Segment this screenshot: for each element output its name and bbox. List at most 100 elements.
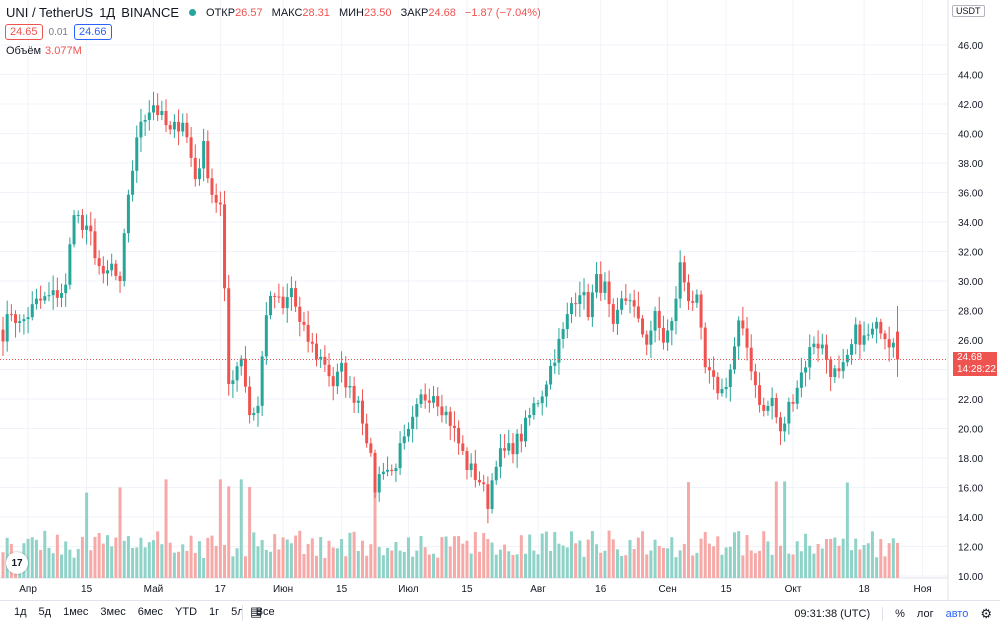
candle-body bbox=[394, 468, 398, 472]
volume-bar bbox=[60, 554, 64, 578]
candle-body bbox=[306, 324, 310, 342]
candle-body bbox=[565, 314, 569, 330]
candle-body bbox=[181, 122, 185, 132]
price-chart[interactable]: 10.0012.0014.0016.0018.0020.0022.0024.00… bbox=[0, 0, 1000, 600]
volume-bar bbox=[72, 557, 76, 578]
volume-bar bbox=[118, 487, 122, 578]
volume-bar bbox=[691, 555, 695, 578]
candle-body bbox=[549, 365, 553, 385]
x-tick-label: Сен bbox=[658, 584, 676, 595]
candle-body bbox=[177, 121, 181, 132]
candle-body bbox=[310, 341, 314, 344]
candle-body bbox=[787, 401, 791, 424]
candle-body bbox=[837, 368, 841, 372]
range-1y-button[interactable]: 1г bbox=[209, 606, 220, 618]
volume-bar bbox=[390, 550, 394, 578]
volume-bar bbox=[369, 544, 373, 578]
candle-body bbox=[164, 111, 168, 126]
candle-body bbox=[707, 367, 711, 371]
tradingview-logo-icon[interactable]: 17 bbox=[6, 552, 28, 574]
candle-body bbox=[753, 371, 757, 386]
volume-bar bbox=[854, 538, 858, 578]
candle-body bbox=[695, 294, 699, 303]
candle-body bbox=[352, 385, 356, 403]
candle-body bbox=[891, 342, 895, 348]
range-1d-button[interactable]: 1д bbox=[14, 606, 27, 618]
candle-body bbox=[524, 417, 527, 442]
volume-bar bbox=[540, 533, 544, 578]
range-ytd-button[interactable]: YTD bbox=[175, 606, 198, 618]
volume-bar bbox=[482, 533, 486, 578]
candle-body bbox=[139, 121, 143, 138]
candle-body bbox=[151, 105, 155, 113]
volume-bar bbox=[611, 539, 615, 578]
candle-body bbox=[206, 141, 210, 179]
range-5y-button[interactable]: 5л bbox=[231, 606, 244, 618]
y-tick-label: 14.00 bbox=[958, 513, 983, 524]
candle-body bbox=[260, 356, 264, 406]
volume-bar bbox=[30, 537, 34, 578]
candle-body bbox=[415, 404, 419, 417]
candle-body bbox=[143, 119, 147, 122]
range-5d-button[interactable]: 5д bbox=[38, 606, 52, 618]
volume-bar bbox=[377, 546, 381, 578]
candle-body bbox=[55, 290, 59, 298]
candle-body bbox=[578, 295, 582, 305]
candle-body bbox=[235, 366, 239, 381]
volume-value: 3.077M bbox=[45, 45, 82, 57]
percent-scale-button[interactable]: % bbox=[895, 608, 905, 620]
volume-bar bbox=[816, 543, 820, 578]
candle-body bbox=[896, 331, 900, 360]
volume-bar bbox=[657, 545, 661, 578]
sell-price-button[interactable]: 24.65 bbox=[5, 24, 43, 40]
volume-bar bbox=[315, 555, 318, 578]
candle-body bbox=[223, 204, 227, 289]
volume-bar bbox=[845, 482, 849, 578]
volume-bar bbox=[896, 543, 900, 578]
range-all-button[interactable]: Все bbox=[255, 606, 275, 618]
volume-bar bbox=[273, 534, 277, 578]
currency-badge[interactable]: USDT bbox=[952, 5, 985, 17]
interval-label[interactable]: 1Д bbox=[99, 5, 116, 20]
log-scale-button[interactable]: лог bbox=[916, 608, 934, 620]
candle-body bbox=[72, 215, 76, 245]
utc-clock[interactable]: 09:31:38 (UTC) bbox=[794, 608, 871, 620]
volume-bar bbox=[256, 546, 260, 578]
volume-bar bbox=[812, 553, 816, 578]
volume-bar bbox=[306, 543, 310, 578]
candle-body bbox=[498, 448, 502, 467]
range-3m-button[interactable]: 3мес bbox=[100, 606, 126, 618]
volume-bar bbox=[147, 542, 151, 578]
volume-bar bbox=[858, 549, 862, 578]
candle-body bbox=[762, 404, 766, 411]
candle-body bbox=[436, 396, 440, 407]
volume-bar bbox=[716, 536, 720, 578]
candle-body bbox=[737, 320, 741, 347]
candle-body bbox=[231, 380, 235, 384]
volume-bar bbox=[641, 531, 645, 578]
buy-price-button[interactable]: 24.66 bbox=[74, 24, 112, 40]
calendar-goto-icon[interactable]: ▤ bbox=[250, 604, 263, 619]
candle-body bbox=[101, 266, 105, 274]
volume-bar bbox=[415, 550, 419, 578]
volume-bar bbox=[340, 539, 344, 578]
gear-icon[interactable]: ⚙ bbox=[980, 606, 992, 621]
candle-body bbox=[741, 320, 745, 329]
toolbar-divider bbox=[242, 605, 243, 621]
auto-scale-button[interactable]: авто bbox=[945, 608, 969, 620]
volume-bar bbox=[193, 552, 197, 578]
range-6m-button[interactable]: 6мес bbox=[137, 606, 164, 618]
candle-body bbox=[9, 314, 13, 316]
volume-bar bbox=[553, 532, 557, 578]
volume-bar bbox=[829, 538, 833, 578]
symbol-title[interactable]: UNI / TetherUS bbox=[6, 5, 94, 20]
candle-body bbox=[106, 270, 109, 274]
open-value: 26.57 bbox=[235, 6, 263, 19]
candle-body bbox=[804, 367, 808, 373]
range-1m-button[interactable]: 1мес bbox=[63, 606, 89, 618]
volume-bar bbox=[319, 537, 323, 578]
volume-bar bbox=[758, 550, 762, 578]
volume-bar bbox=[68, 549, 72, 578]
volume-bar bbox=[206, 537, 210, 578]
candle-body bbox=[653, 311, 657, 331]
